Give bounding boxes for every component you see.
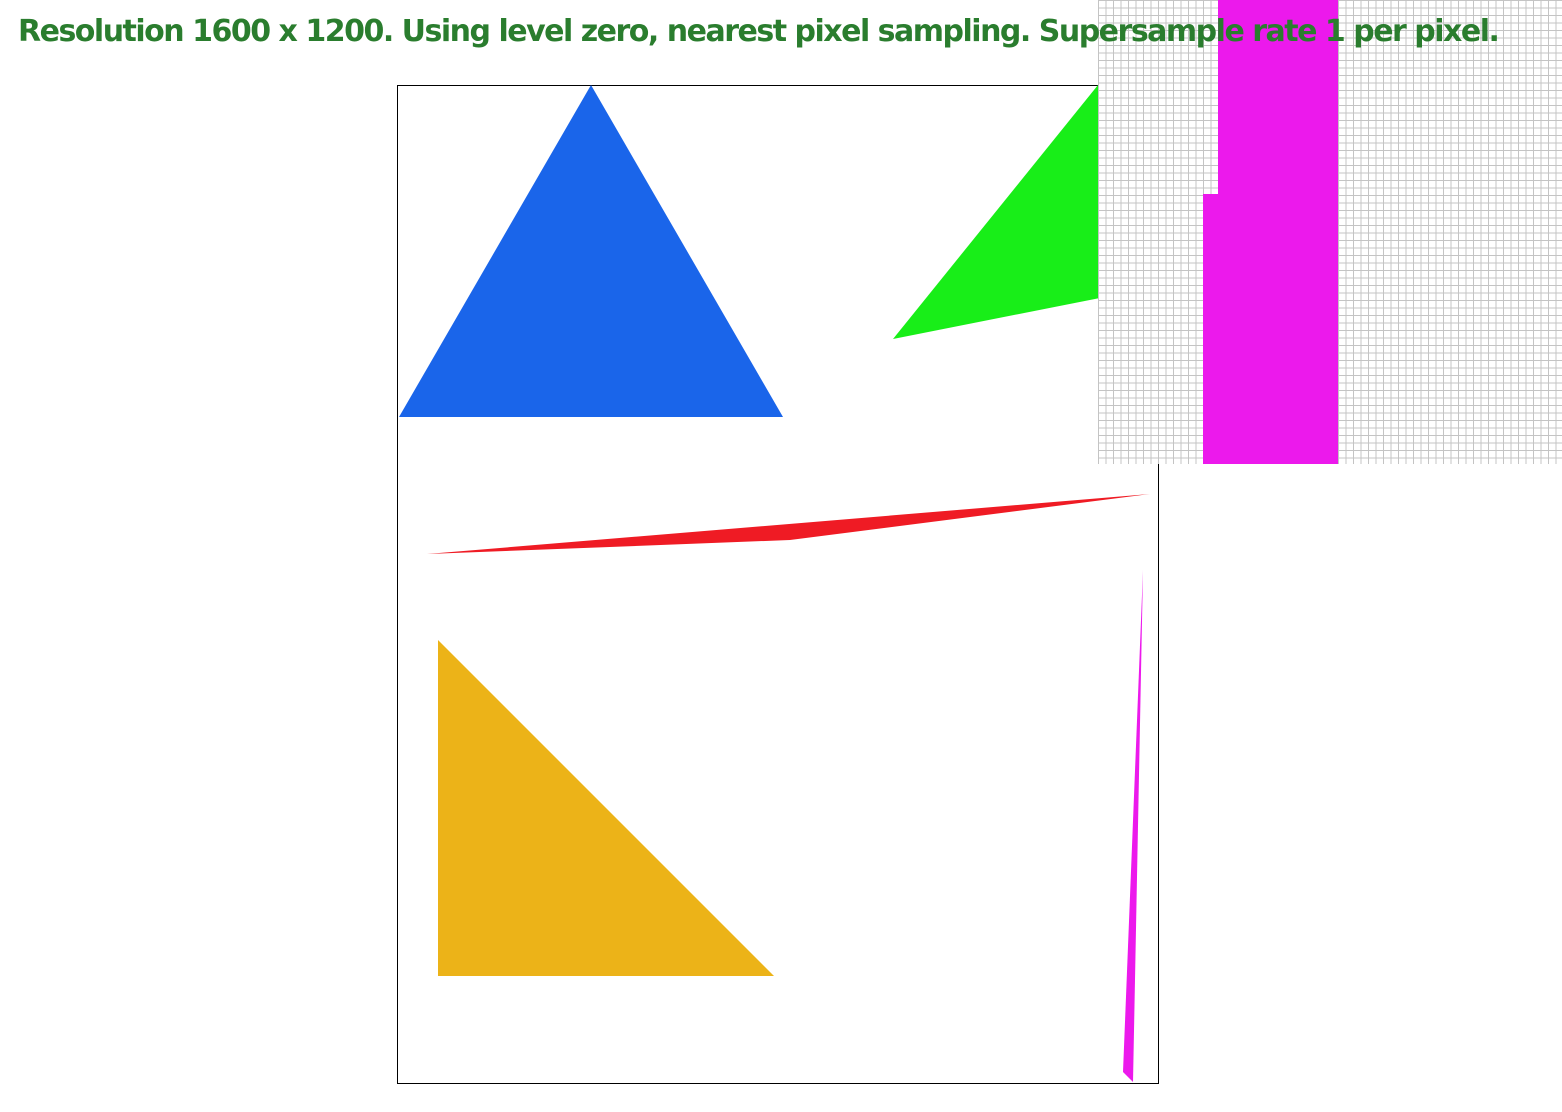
status-text: Resolution 1600 x 1200. Using level zero… bbox=[18, 14, 1500, 49]
zoom-inspector-panel[interactable] bbox=[1098, 0, 1562, 464]
blue-triangle bbox=[399, 85, 783, 417]
zoom-pixels bbox=[1203, 0, 1338, 464]
magenta-sliver-triangle bbox=[1123, 570, 1143, 1082]
zoom-magenta-region bbox=[1203, 0, 1338, 464]
red-sliver-triangle bbox=[427, 494, 1150, 554]
yellow-triangle bbox=[438, 640, 774, 976]
green-triangle bbox=[893, 85, 1110, 339]
